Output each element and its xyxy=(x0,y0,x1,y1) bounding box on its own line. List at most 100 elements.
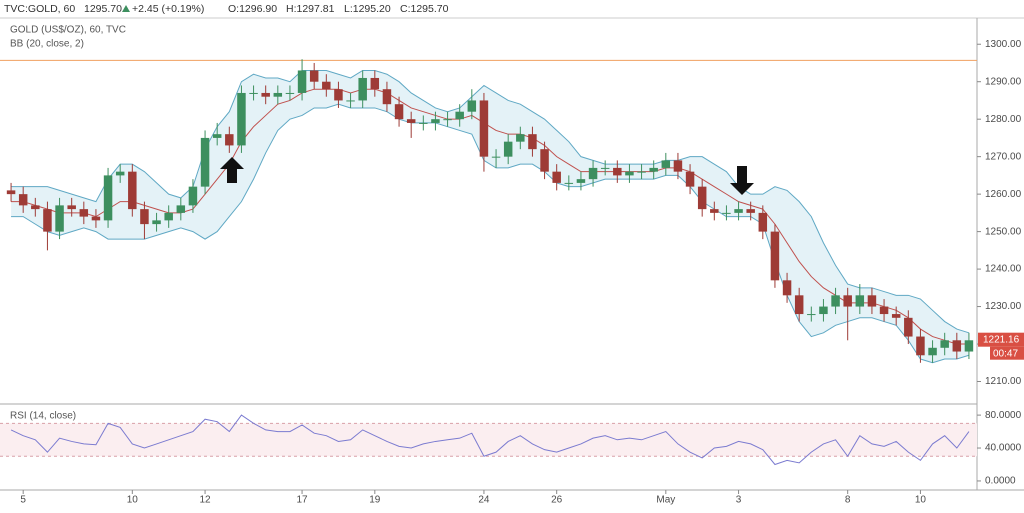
x-tick-label: 24 xyxy=(478,495,490,506)
candle-body xyxy=(637,171,646,173)
candle-body xyxy=(479,100,489,157)
chart-title: GOLD (US$/OZ), 60, TVC xyxy=(10,25,126,36)
x-tick-label: May xyxy=(656,495,675,506)
candle-body xyxy=(516,134,525,142)
y-tick-label: 1250.00 xyxy=(985,226,1022,237)
candle-body xyxy=(770,231,780,281)
candle-body xyxy=(152,220,161,225)
candle-body xyxy=(55,205,64,232)
candle-body xyxy=(528,134,537,150)
candle-body xyxy=(540,149,549,172)
candle-body xyxy=(916,336,925,356)
x-tick-label: 10 xyxy=(127,495,139,506)
candle-body xyxy=(697,186,707,210)
candle-body xyxy=(6,190,16,195)
ohlc-close: C:1295.70 xyxy=(400,3,449,15)
candle-body xyxy=(649,167,658,172)
y-tick-label: 1270.00 xyxy=(985,151,1022,162)
candle-body xyxy=(67,205,76,210)
candle-body xyxy=(855,295,865,307)
x-tick-label: 19 xyxy=(369,495,381,506)
ohlc-high: H:1297.81 xyxy=(286,3,335,15)
candle-body xyxy=(613,167,622,176)
candle-body xyxy=(503,141,513,157)
candle-body xyxy=(904,317,913,337)
y-tick-label: 80.0000 xyxy=(985,410,1022,421)
rsi-line xyxy=(10,414,970,466)
y-tick-label: 1300.00 xyxy=(985,39,1022,50)
rsi-label: RSI (14, close) xyxy=(10,411,76,422)
x-tick-label: 10 xyxy=(915,495,927,506)
y-tick-label: 1210.00 xyxy=(985,376,1022,387)
candle-body xyxy=(891,314,901,318)
candle-body xyxy=(831,295,840,307)
up-arrow xyxy=(220,157,244,183)
candle-body xyxy=(491,156,501,158)
y-tick-label: 1230.00 xyxy=(985,301,1022,312)
candle-body xyxy=(103,175,113,221)
countdown: 00:47 xyxy=(993,348,1018,359)
candle-body xyxy=(346,100,355,102)
candle-body xyxy=(879,306,889,315)
x-tick-label: 26 xyxy=(551,495,563,506)
candle-body xyxy=(237,92,246,146)
candle-body xyxy=(249,92,258,94)
candle-body xyxy=(285,92,295,94)
x-tick-label: 5 xyxy=(20,495,26,506)
candle-body xyxy=(79,209,89,217)
candle-body xyxy=(734,209,743,213)
candle-body xyxy=(843,295,852,307)
candle-body xyxy=(164,212,173,221)
candle-body xyxy=(722,212,731,214)
marks: 1210.001220.001230.001240.001250.001260.… xyxy=(0,39,1024,506)
y-tick-label: 40.0000 xyxy=(985,443,1022,454)
bollinger-line xyxy=(11,69,970,334)
band-fill xyxy=(11,70,969,363)
candle-body xyxy=(334,89,343,101)
candle-body xyxy=(746,209,755,213)
candle-body xyxy=(115,171,125,176)
x-tick-label: 17 xyxy=(297,495,309,506)
candle-body xyxy=(176,205,186,213)
candle-body xyxy=(564,182,574,184)
y-tick-label: 1260.00 xyxy=(985,189,1022,200)
candle-body xyxy=(673,160,683,172)
candle-body xyxy=(18,194,28,206)
last: 1295.70 xyxy=(84,3,122,15)
candle-body xyxy=(576,179,586,183)
candle-body xyxy=(261,92,270,97)
candle-body xyxy=(710,209,719,213)
candle-body xyxy=(625,171,634,176)
y-tick-label: 1280.00 xyxy=(985,114,1022,125)
candle-body xyxy=(212,134,222,138)
ohlc-low: L:1295.20 xyxy=(344,3,391,15)
candle-body xyxy=(552,171,561,183)
candle-body xyxy=(382,89,392,105)
candle-body xyxy=(588,167,598,180)
down-arrow xyxy=(730,166,754,195)
x-tick-label: 3 xyxy=(736,495,742,506)
candle-body xyxy=(758,212,768,232)
candle-body xyxy=(91,216,101,221)
candle-body xyxy=(225,134,234,146)
candle-body xyxy=(685,171,695,187)
candle-body xyxy=(928,347,937,356)
candle-body xyxy=(819,306,828,315)
candle-body xyxy=(394,104,404,120)
rsi-band xyxy=(0,423,977,457)
candle-body xyxy=(964,340,974,352)
bollinger-line xyxy=(11,103,970,364)
candle-body xyxy=(455,111,464,120)
candle-body xyxy=(200,137,210,187)
candle-body xyxy=(661,160,671,168)
last-price-label: 1221.16 xyxy=(983,334,1020,345)
candle-body xyxy=(43,209,52,232)
candle-body xyxy=(431,119,440,123)
candle-body xyxy=(31,205,40,210)
candle-body xyxy=(867,295,877,307)
x-tick-label: 12 xyxy=(200,495,212,506)
ohlc-open: O:1296.90 xyxy=(228,3,277,15)
candle-body xyxy=(309,70,319,82)
candle-body xyxy=(807,314,816,316)
